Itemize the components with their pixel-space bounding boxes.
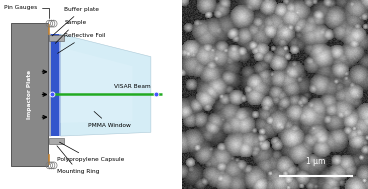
Bar — [49, 34, 51, 136]
Bar — [49, 138, 64, 144]
Text: Buffer plate: Buffer plate — [52, 7, 99, 36]
Text: Impactor Plate: Impactor Plate — [26, 70, 32, 119]
Text: Pin Gauges: Pin Gauges — [4, 5, 49, 18]
Bar — [49, 35, 64, 41]
Text: Mounting Ring: Mounting Ring — [57, 146, 99, 174]
Text: Sample: Sample — [55, 20, 86, 43]
Text: Reflective Foil: Reflective Foil — [57, 33, 106, 53]
Polygon shape — [60, 34, 151, 136]
Text: Polypropylene Capsule: Polypropylene Capsule — [57, 142, 124, 162]
Bar — [59, 34, 60, 136]
Text: PMMA Window: PMMA Window — [88, 112, 131, 128]
Bar — [11, 23, 48, 166]
Bar — [51, 34, 60, 136]
Polygon shape — [60, 47, 132, 123]
Text: VISAR Beam: VISAR Beam — [114, 84, 151, 89]
Text: 1 μm: 1 μm — [306, 157, 326, 166]
